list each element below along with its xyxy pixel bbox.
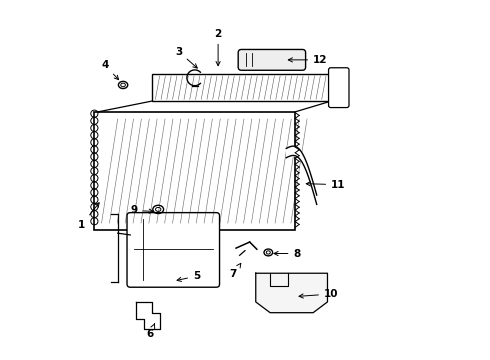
Text: 7: 7	[230, 263, 241, 279]
Text: 11: 11	[306, 180, 345, 190]
Text: 4: 4	[101, 60, 119, 80]
FancyBboxPatch shape	[238, 49, 306, 70]
Bar	[152, 74, 331, 101]
FancyBboxPatch shape	[329, 68, 349, 108]
Text: 10: 10	[299, 289, 339, 299]
Text: 2: 2	[215, 29, 222, 66]
Text: 3: 3	[175, 46, 197, 68]
Text: 9: 9	[130, 206, 153, 216]
Bar	[95, 112, 295, 230]
Text: 8: 8	[274, 248, 301, 258]
Text: 1: 1	[78, 203, 99, 230]
FancyBboxPatch shape	[127, 213, 220, 287]
Text: 5: 5	[177, 271, 200, 282]
Polygon shape	[256, 273, 327, 313]
Text: 6: 6	[147, 324, 155, 339]
Text: 12: 12	[288, 55, 328, 65]
